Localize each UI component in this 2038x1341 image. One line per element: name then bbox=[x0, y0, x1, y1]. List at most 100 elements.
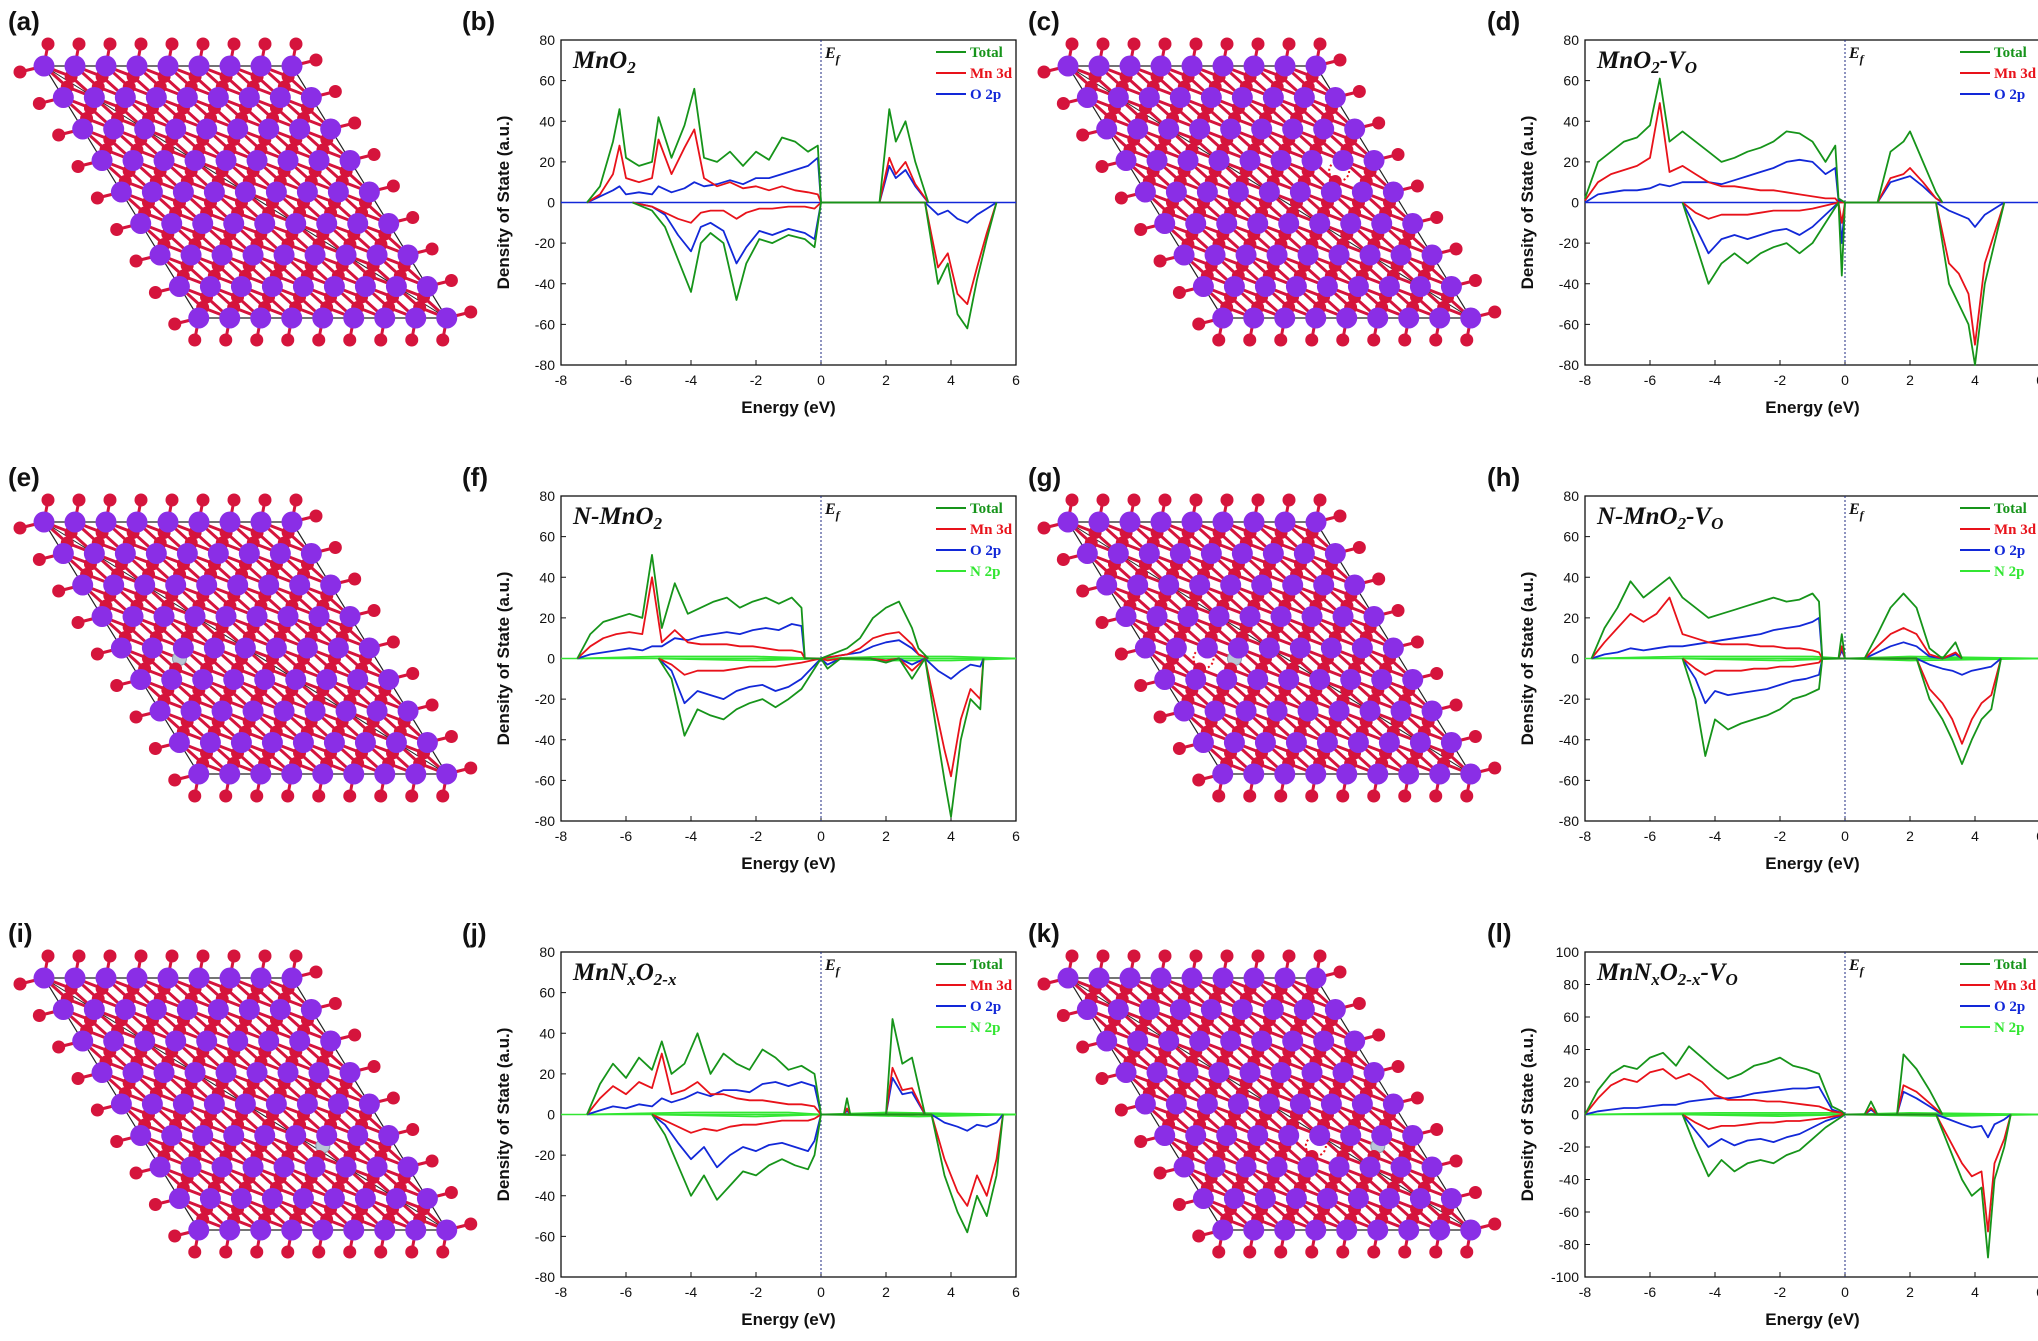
oxygen-atom bbox=[1153, 710, 1167, 724]
oxygen-atom bbox=[464, 305, 478, 319]
manganese-atom bbox=[165, 1030, 187, 1052]
oxygen-atom bbox=[1449, 698, 1463, 712]
manganese-atom bbox=[304, 700, 326, 722]
manganese-atom bbox=[335, 244, 357, 266]
oxygen-atom bbox=[328, 997, 342, 1010]
legend: Total Mn 3d O 2p bbox=[936, 45, 1013, 103]
x-axis-label: Energy (eV) bbox=[741, 854, 835, 873]
series-total bbox=[1681, 1113, 2012, 1259]
manganese-layer bbox=[1057, 967, 1482, 1241]
manganese-atom bbox=[1367, 307, 1389, 329]
manganese-atom bbox=[1402, 669, 1424, 690]
manganese-atom bbox=[1196, 181, 1218, 203]
series-o-2p bbox=[1681, 657, 2002, 705]
manganese-atom bbox=[304, 244, 326, 266]
manganese-atom bbox=[1320, 181, 1342, 203]
manganese-atom bbox=[188, 967, 210, 989]
manganese-atom bbox=[273, 700, 295, 722]
manganese-atom bbox=[207, 543, 229, 564]
manganese-atom bbox=[1371, 669, 1393, 690]
manganese-atom bbox=[1227, 637, 1249, 659]
manganese-atom bbox=[1173, 700, 1195, 722]
oxygen-atom bbox=[258, 493, 272, 507]
manganese-atom bbox=[1336, 763, 1358, 785]
y-tick-label: -80 bbox=[535, 1269, 555, 1285]
manganese-atom bbox=[1367, 763, 1389, 785]
x-tick-label: -8 bbox=[1579, 1284, 1592, 1300]
oxygen-atom bbox=[1372, 116, 1386, 130]
manganese-atom bbox=[1340, 1125, 1362, 1146]
oxygen-atom bbox=[110, 223, 124, 236]
manganese-atom bbox=[1181, 55, 1203, 77]
manganese-atom bbox=[110, 1093, 132, 1115]
manganese-atom bbox=[1243, 511, 1265, 533]
oxygen-atom bbox=[328, 541, 342, 554]
oxygen-atom bbox=[1398, 789, 1412, 803]
x-tick-label: -8 bbox=[1579, 828, 1592, 844]
manganese-atom bbox=[261, 1188, 283, 1209]
manganese-atom bbox=[1192, 732, 1214, 753]
manganese-atom bbox=[1460, 1219, 1482, 1241]
series-total bbox=[1681, 657, 2002, 765]
manganese-atom bbox=[1165, 181, 1187, 203]
oxygen-atom bbox=[309, 509, 323, 523]
title-subscript: 2 bbox=[1677, 970, 1687, 989]
oxygen-atom bbox=[1352, 997, 1366, 1010]
manganese-atom bbox=[258, 118, 280, 140]
oxygen-atom bbox=[1282, 493, 1296, 507]
oxygen-atom bbox=[348, 116, 362, 130]
y-tick-label: 40 bbox=[539, 569, 555, 585]
x-tick-label: -6 bbox=[620, 1284, 633, 1300]
title-text: - bbox=[1660, 47, 1668, 74]
manganese-atom bbox=[168, 732, 190, 753]
x-axis-label: Energy (eV) bbox=[741, 1310, 835, 1329]
structure-g: (g) bbox=[1028, 462, 1502, 803]
manganese-atom bbox=[1266, 244, 1288, 266]
oxygen-atom bbox=[1251, 949, 1265, 963]
title-text: M bbox=[598, 503, 622, 530]
panel-label: (d) bbox=[1487, 6, 1520, 36]
y-tick-label: 40 bbox=[539, 1025, 555, 1041]
manganese-atom bbox=[308, 606, 330, 627]
manganese-atom bbox=[219, 55, 241, 77]
manganese-atom bbox=[230, 1188, 252, 1209]
fermi-label: Ef bbox=[1848, 45, 1865, 66]
title-text: n bbox=[1619, 959, 1633, 986]
x-axis-label: Energy (eV) bbox=[741, 398, 835, 417]
manganese-atom bbox=[1216, 1125, 1238, 1146]
manganese-atom bbox=[72, 118, 94, 140]
x-tick-label: -8 bbox=[555, 372, 568, 388]
manganese-atom bbox=[277, 606, 299, 627]
oxygen-atom bbox=[1313, 949, 1327, 963]
manganese-atom bbox=[223, 669, 245, 690]
structure-e: (e) bbox=[8, 462, 478, 803]
y-tick-label: -20 bbox=[1559, 691, 1579, 707]
oxygen-atom bbox=[464, 761, 478, 775]
series-total bbox=[576, 554, 929, 660]
panel-label: (i) bbox=[8, 918, 33, 948]
x-tick-label: -8 bbox=[1579, 372, 1592, 388]
manganese-atom bbox=[145, 87, 167, 108]
title-text: N bbox=[572, 503, 592, 530]
manganese-atom bbox=[130, 669, 152, 690]
manganese-atom bbox=[1270, 150, 1292, 171]
y-tick-label: -60 bbox=[535, 772, 555, 788]
y-tick-label: 40 bbox=[1563, 113, 1579, 129]
oxygen-atom bbox=[1172, 742, 1186, 755]
x-tick-label: 0 bbox=[1841, 1284, 1849, 1300]
manganese-atom bbox=[203, 637, 225, 659]
oxygen-atom bbox=[13, 521, 27, 535]
manganese-atom bbox=[1158, 1030, 1180, 1052]
oxygen-atom bbox=[405, 789, 419, 803]
manganese-atom bbox=[1363, 150, 1385, 171]
x-tick-label: 6 bbox=[2036, 372, 2038, 388]
manganese-atom bbox=[1359, 1156, 1381, 1178]
manganese-atom bbox=[1192, 1188, 1214, 1209]
manganese-atom bbox=[211, 700, 233, 722]
title-text: - bbox=[1686, 503, 1694, 530]
manganese-atom bbox=[1200, 999, 1222, 1020]
manganese-atom bbox=[234, 181, 256, 203]
manganese-atom bbox=[223, 213, 245, 234]
oxygen-atom bbox=[1153, 254, 1167, 268]
manganese-atom bbox=[1247, 669, 1269, 690]
